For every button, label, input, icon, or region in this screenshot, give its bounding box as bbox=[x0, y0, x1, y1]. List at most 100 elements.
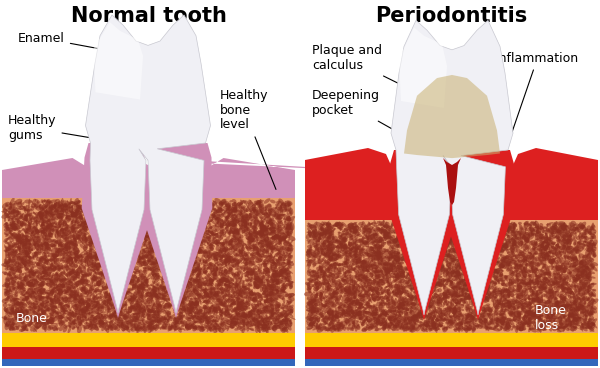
Ellipse shape bbox=[185, 323, 188, 328]
Ellipse shape bbox=[425, 301, 428, 304]
Ellipse shape bbox=[191, 258, 193, 260]
Ellipse shape bbox=[56, 224, 62, 230]
Ellipse shape bbox=[337, 243, 345, 246]
Ellipse shape bbox=[320, 294, 322, 301]
Ellipse shape bbox=[113, 286, 118, 293]
Ellipse shape bbox=[194, 256, 197, 258]
Ellipse shape bbox=[278, 250, 282, 254]
Ellipse shape bbox=[13, 280, 20, 285]
Ellipse shape bbox=[289, 296, 295, 301]
Ellipse shape bbox=[238, 273, 240, 276]
Ellipse shape bbox=[9, 273, 11, 276]
Ellipse shape bbox=[128, 252, 132, 256]
Ellipse shape bbox=[166, 265, 172, 270]
Ellipse shape bbox=[38, 258, 43, 266]
Ellipse shape bbox=[497, 290, 502, 294]
Ellipse shape bbox=[32, 215, 37, 223]
Ellipse shape bbox=[391, 273, 398, 277]
Ellipse shape bbox=[556, 312, 559, 318]
Ellipse shape bbox=[322, 303, 328, 307]
Ellipse shape bbox=[555, 248, 559, 250]
Ellipse shape bbox=[547, 245, 550, 251]
Ellipse shape bbox=[451, 232, 456, 237]
Ellipse shape bbox=[551, 258, 555, 263]
Ellipse shape bbox=[251, 226, 256, 230]
Ellipse shape bbox=[329, 316, 334, 324]
Ellipse shape bbox=[124, 223, 127, 227]
Ellipse shape bbox=[148, 242, 154, 247]
Ellipse shape bbox=[509, 247, 518, 252]
Ellipse shape bbox=[392, 255, 395, 258]
Ellipse shape bbox=[113, 263, 116, 268]
Ellipse shape bbox=[418, 246, 422, 251]
Ellipse shape bbox=[274, 307, 279, 312]
Ellipse shape bbox=[15, 215, 17, 217]
Ellipse shape bbox=[136, 215, 141, 220]
Ellipse shape bbox=[229, 255, 232, 262]
Ellipse shape bbox=[562, 251, 565, 254]
Ellipse shape bbox=[253, 323, 256, 326]
Ellipse shape bbox=[14, 311, 19, 318]
Ellipse shape bbox=[196, 264, 200, 268]
Ellipse shape bbox=[55, 314, 63, 319]
Ellipse shape bbox=[452, 307, 457, 314]
Ellipse shape bbox=[446, 301, 448, 307]
Ellipse shape bbox=[190, 316, 194, 320]
Ellipse shape bbox=[121, 257, 130, 262]
Ellipse shape bbox=[153, 281, 158, 284]
Ellipse shape bbox=[21, 239, 25, 240]
Ellipse shape bbox=[32, 239, 37, 244]
Ellipse shape bbox=[317, 259, 322, 264]
Ellipse shape bbox=[43, 309, 50, 311]
Ellipse shape bbox=[259, 303, 264, 309]
Ellipse shape bbox=[434, 263, 442, 269]
Ellipse shape bbox=[467, 314, 472, 318]
Ellipse shape bbox=[370, 305, 374, 312]
Ellipse shape bbox=[587, 306, 593, 312]
Ellipse shape bbox=[118, 301, 123, 307]
Ellipse shape bbox=[498, 325, 505, 329]
Ellipse shape bbox=[354, 297, 360, 302]
Ellipse shape bbox=[394, 238, 397, 240]
Ellipse shape bbox=[55, 287, 58, 291]
Ellipse shape bbox=[186, 251, 189, 259]
Ellipse shape bbox=[418, 221, 422, 226]
Ellipse shape bbox=[64, 217, 67, 222]
Ellipse shape bbox=[503, 310, 505, 315]
Ellipse shape bbox=[119, 227, 123, 229]
Ellipse shape bbox=[59, 244, 66, 247]
Ellipse shape bbox=[217, 221, 223, 227]
Ellipse shape bbox=[329, 243, 332, 250]
Ellipse shape bbox=[181, 250, 184, 253]
Ellipse shape bbox=[247, 240, 251, 247]
Ellipse shape bbox=[131, 318, 134, 322]
Ellipse shape bbox=[117, 315, 123, 322]
Ellipse shape bbox=[206, 257, 212, 263]
Ellipse shape bbox=[497, 234, 505, 236]
Ellipse shape bbox=[197, 313, 201, 318]
Ellipse shape bbox=[478, 297, 483, 305]
Ellipse shape bbox=[191, 315, 197, 318]
Ellipse shape bbox=[108, 205, 113, 210]
Ellipse shape bbox=[187, 280, 193, 286]
Ellipse shape bbox=[548, 314, 553, 319]
Ellipse shape bbox=[272, 299, 277, 302]
Ellipse shape bbox=[557, 272, 560, 275]
Ellipse shape bbox=[15, 316, 20, 320]
Ellipse shape bbox=[233, 231, 235, 233]
Ellipse shape bbox=[73, 276, 78, 280]
Ellipse shape bbox=[425, 248, 433, 254]
Ellipse shape bbox=[346, 307, 349, 315]
Ellipse shape bbox=[541, 241, 545, 247]
Ellipse shape bbox=[413, 324, 415, 328]
Ellipse shape bbox=[523, 246, 529, 252]
Ellipse shape bbox=[272, 207, 277, 213]
Ellipse shape bbox=[250, 319, 254, 323]
Ellipse shape bbox=[423, 301, 427, 307]
Ellipse shape bbox=[386, 271, 388, 275]
Ellipse shape bbox=[271, 217, 274, 224]
Ellipse shape bbox=[58, 269, 62, 272]
Ellipse shape bbox=[29, 243, 32, 245]
Ellipse shape bbox=[484, 284, 490, 287]
Ellipse shape bbox=[18, 316, 20, 319]
